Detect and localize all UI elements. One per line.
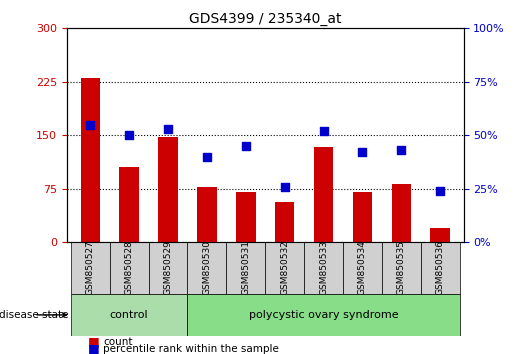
FancyBboxPatch shape [265, 242, 304, 293]
Point [125, 132, 133, 138]
Text: GSM850533: GSM850533 [319, 240, 328, 295]
Bar [197, 187, 217, 242]
Point [281, 184, 289, 189]
Point [203, 154, 211, 159]
Text: GSM850532: GSM850532 [280, 240, 289, 295]
Bar [314, 147, 333, 242]
Text: GSM850528: GSM850528 [125, 240, 134, 295]
Point [242, 143, 250, 149]
Text: control: control [110, 310, 148, 320]
FancyBboxPatch shape [227, 242, 265, 293]
Text: GSM850536: GSM850536 [436, 240, 444, 295]
FancyBboxPatch shape [421, 242, 459, 293]
Text: GSM850529: GSM850529 [164, 240, 173, 295]
FancyBboxPatch shape [304, 242, 343, 293]
Point [164, 126, 172, 132]
Bar [236, 192, 255, 242]
Text: GSM850535: GSM850535 [397, 240, 406, 295]
Bar [431, 228, 450, 242]
FancyBboxPatch shape [187, 293, 459, 336]
Bar [353, 192, 372, 242]
FancyBboxPatch shape [71, 293, 187, 336]
Text: polycystic ovary syndrome: polycystic ovary syndrome [249, 310, 399, 320]
Bar [275, 201, 295, 242]
Text: disease state: disease state [0, 310, 69, 320]
FancyBboxPatch shape [110, 242, 149, 293]
FancyBboxPatch shape [187, 242, 227, 293]
Text: count: count [103, 337, 132, 347]
Text: ■: ■ [88, 342, 99, 354]
Point [86, 122, 94, 127]
FancyBboxPatch shape [382, 242, 421, 293]
Bar [391, 184, 411, 242]
Bar [119, 167, 139, 242]
Bar [158, 137, 178, 242]
Text: GSM850530: GSM850530 [202, 240, 212, 295]
Text: ■: ■ [88, 335, 99, 348]
Text: percentile rank within the sample: percentile rank within the sample [103, 344, 279, 354]
Text: GSM850531: GSM850531 [242, 240, 250, 295]
Title: GDS4399 / 235340_at: GDS4399 / 235340_at [189, 12, 341, 26]
Bar [80, 78, 100, 242]
Point [436, 188, 444, 194]
Text: GSM850534: GSM850534 [358, 240, 367, 295]
Point [319, 128, 328, 134]
Text: GSM850527: GSM850527 [86, 240, 95, 295]
FancyBboxPatch shape [343, 242, 382, 293]
FancyBboxPatch shape [71, 242, 110, 293]
Point [397, 147, 405, 153]
FancyBboxPatch shape [149, 242, 187, 293]
Point [358, 149, 367, 155]
